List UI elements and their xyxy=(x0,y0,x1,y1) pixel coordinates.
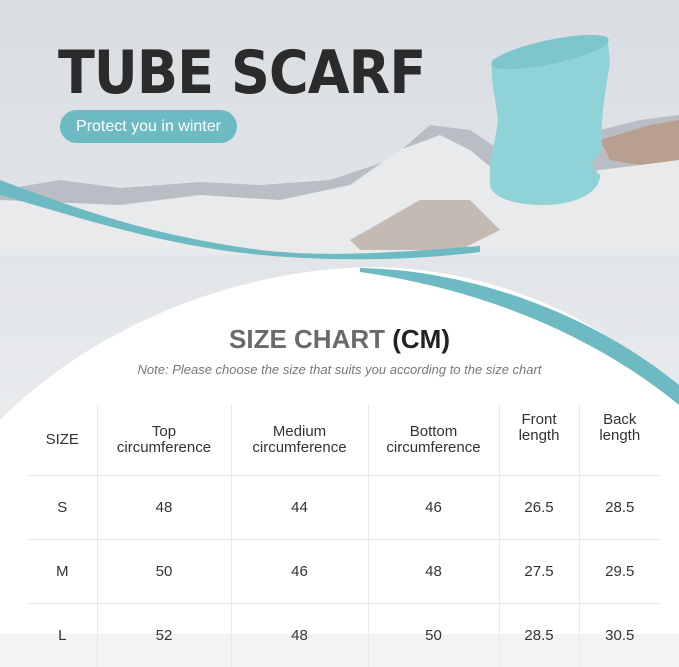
cell: 44 xyxy=(231,476,368,540)
header-top-circumference: Top circumference xyxy=(97,404,231,476)
size-chart-unit: (CM) xyxy=(392,324,450,354)
cell: 28.5 xyxy=(499,604,579,667)
header-size: SIZE xyxy=(28,404,97,476)
cell: 52 xyxy=(97,604,231,667)
cell: 28.5 xyxy=(579,476,660,540)
cell: L xyxy=(28,604,97,667)
cell: 26.5 xyxy=(499,476,579,540)
cell: 46 xyxy=(368,476,499,540)
header-bottom-circumference: Bottom circumference xyxy=(368,404,499,476)
cell: S xyxy=(28,476,97,540)
header-back-length: Back length xyxy=(579,404,660,476)
cell: 27.5 xyxy=(499,540,579,604)
size-table: SIZE Top circumference Medium circumfere… xyxy=(28,404,660,667)
table-header-row: SIZE Top circumference Medium circumfere… xyxy=(28,404,660,476)
cell: 46 xyxy=(231,540,368,604)
tube-scarf-image xyxy=(489,28,611,205)
header-medium-circumference: Medium circumference xyxy=(231,404,368,476)
cell: 50 xyxy=(368,604,499,667)
cell: 48 xyxy=(368,540,499,604)
cell: 29.5 xyxy=(579,540,660,604)
cell: 48 xyxy=(97,476,231,540)
size-chart-title-text: SIZE CHART xyxy=(229,324,385,354)
size-chart-title: SIZE CHART (CM) xyxy=(0,324,679,355)
cell: M xyxy=(28,540,97,604)
header-front-length: Front length xyxy=(499,404,579,476)
size-chart-note: Note: Please choose the size that suits … xyxy=(0,362,679,377)
cell: 50 xyxy=(97,540,231,604)
banner-title: TUBE SCARF xyxy=(58,38,425,108)
tagline-badge: Protect you in winter xyxy=(60,110,237,143)
cell: 48 xyxy=(231,604,368,667)
cell: 30.5 xyxy=(579,604,660,667)
